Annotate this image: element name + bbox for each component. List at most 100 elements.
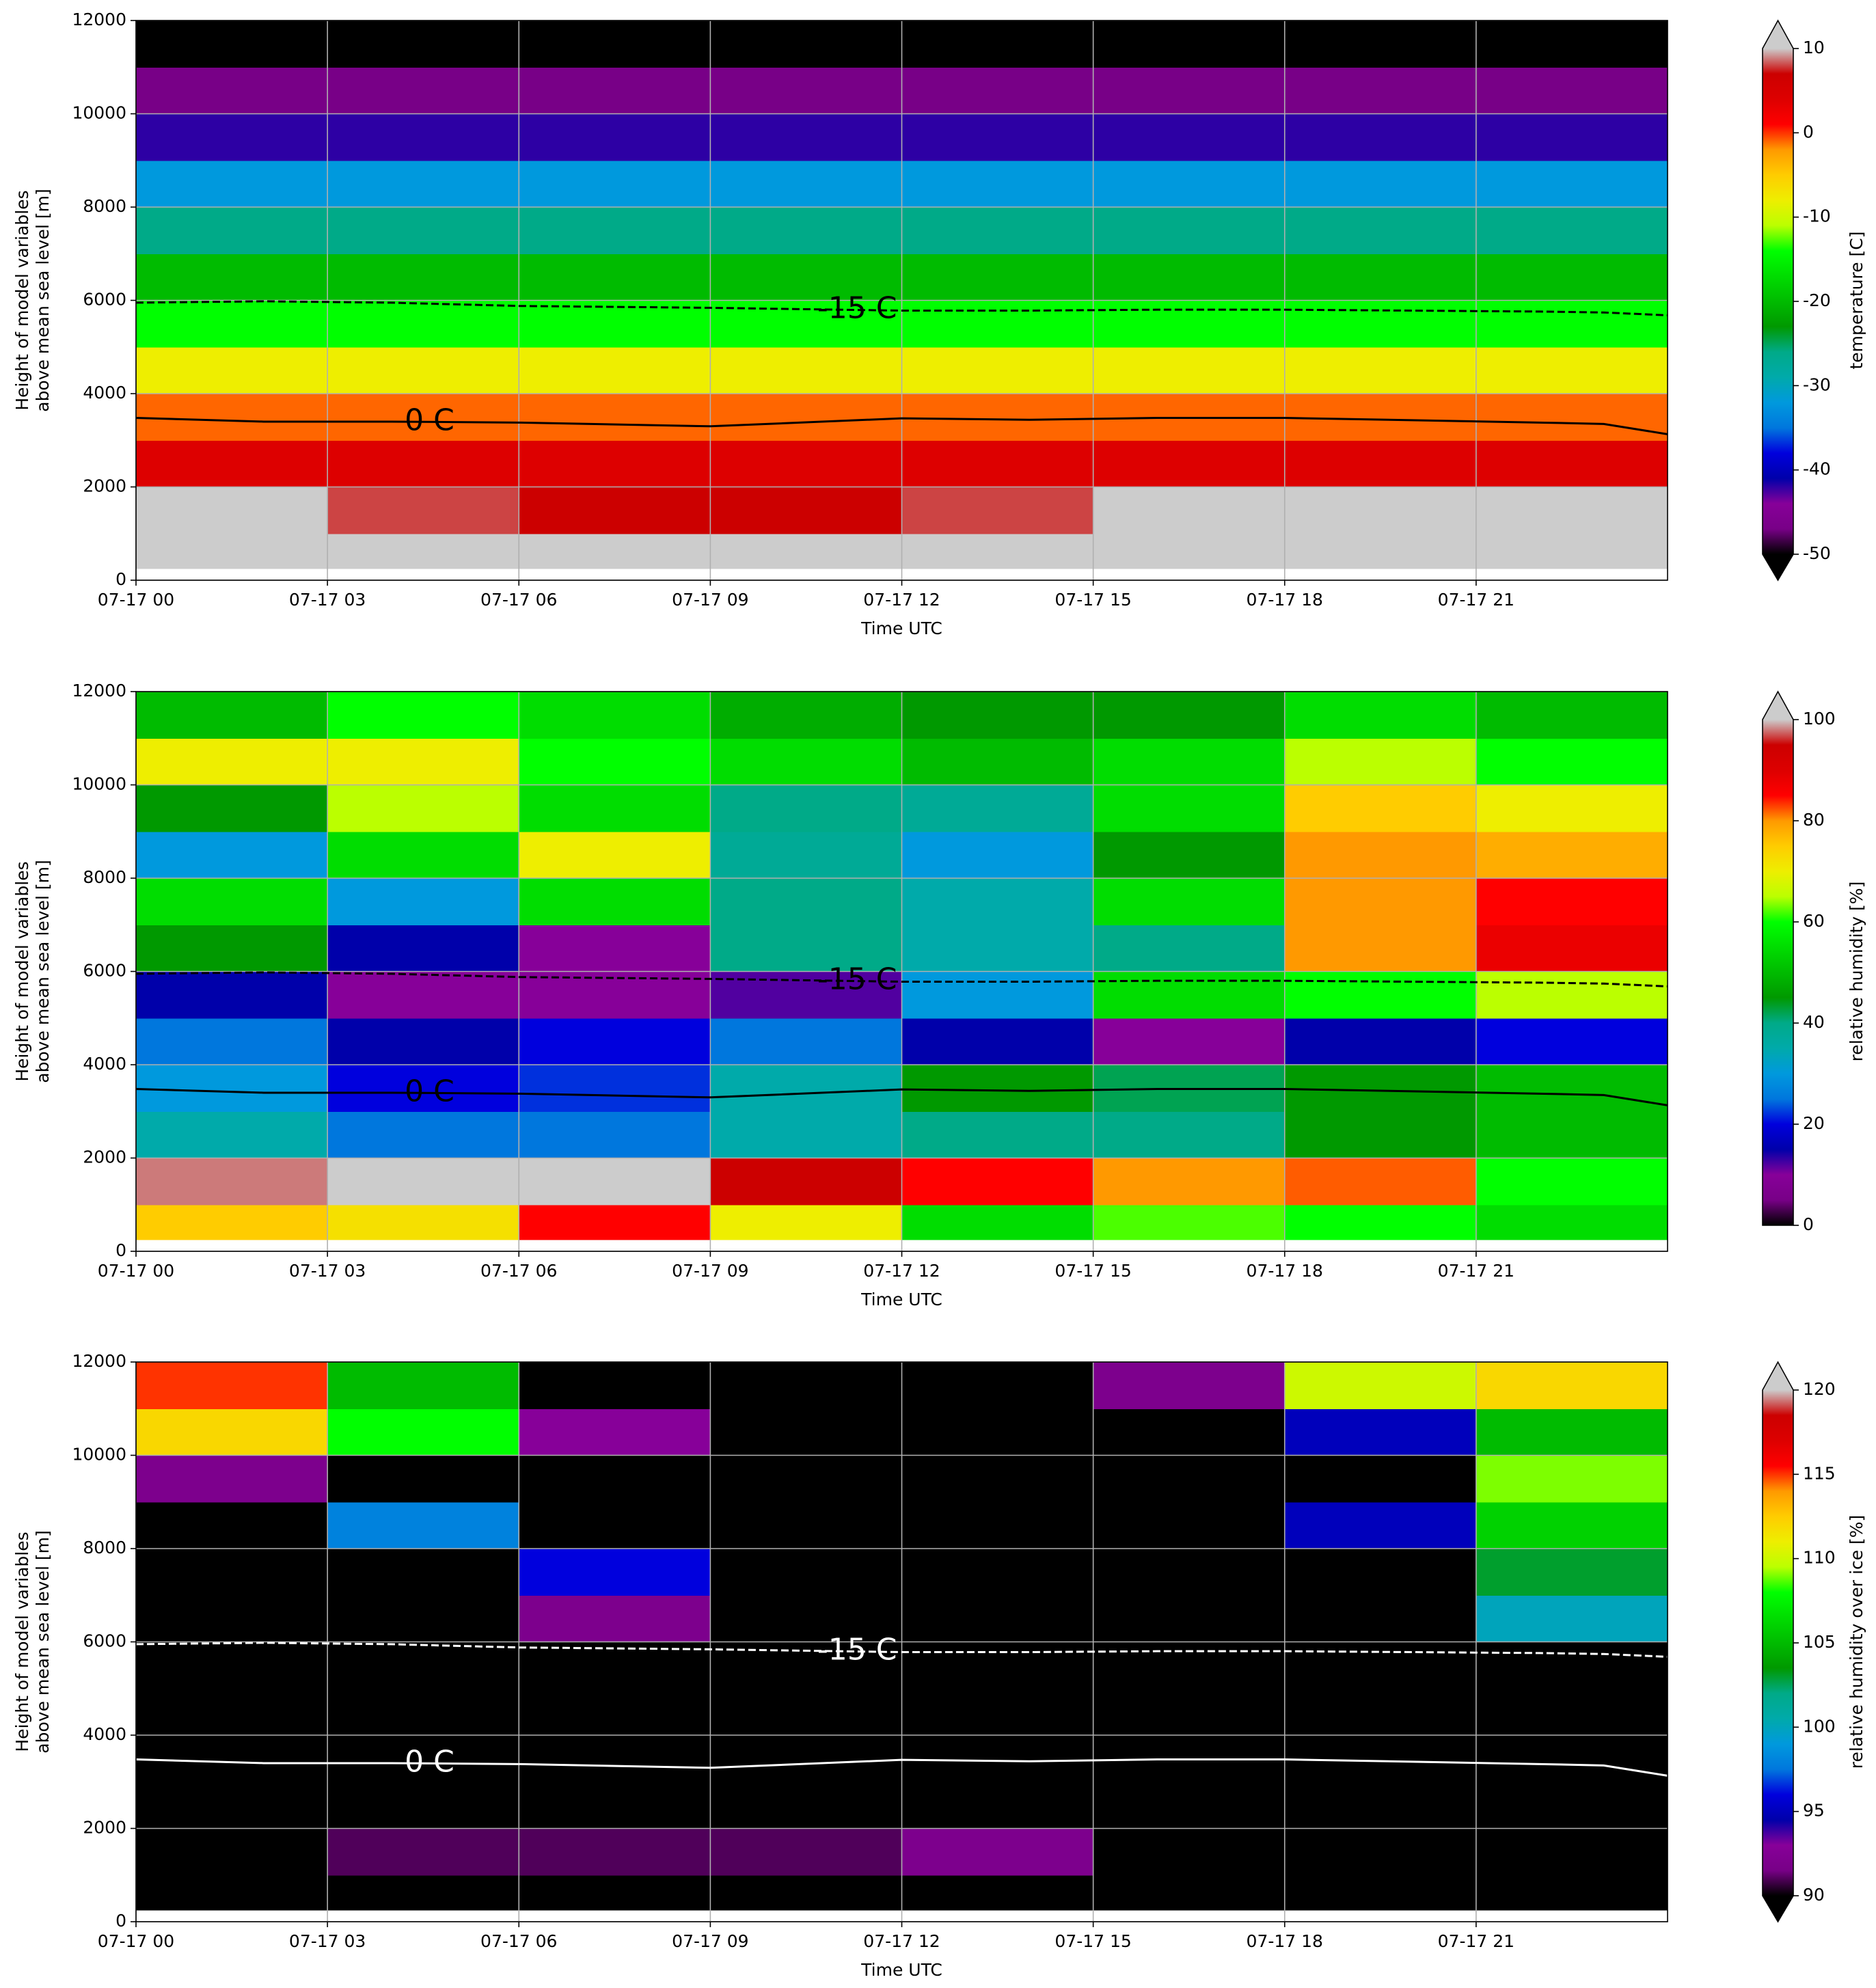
x-tick-label: 07-17 18	[1247, 1261, 1323, 1281]
plot-frame	[135, 1361, 1668, 1922]
heatmap-cell	[1093, 1549, 1286, 1596]
heatmap-cell	[710, 1595, 902, 1642]
contour-label: 0 C	[405, 1744, 454, 1779]
heatmap-cell	[136, 1362, 328, 1409]
y-tick-label: 6000	[83, 1631, 126, 1651]
heatmap-cell	[1284, 207, 1477, 254]
heatmap-cell	[519, 1158, 711, 1206]
heatmap-cell	[710, 1828, 902, 1876]
y-tick-label: 0	[115, 1911, 126, 1931]
heatmap-cell	[327, 533, 519, 569]
heatmap-cell	[136, 21, 328, 68]
heatmap-cell	[136, 487, 328, 534]
x-tick-label: 07-17 21	[1438, 1261, 1514, 1281]
y-tick-label: 10000	[72, 774, 126, 794]
colorbar-extend-max	[1763, 1362, 1793, 1390]
heatmap-cell	[901, 925, 1094, 972]
heatmap-cell	[136, 878, 328, 925]
plot-frame	[135, 691, 1668, 1252]
heatmap-cell	[136, 440, 328, 487]
colorbar-tick-label: -20	[1803, 290, 1831, 310]
heatmap-cell	[901, 1065, 1094, 1112]
heatmap-cell	[519, 533, 711, 569]
heatmap-cell	[901, 1782, 1094, 1829]
heatmap-cell	[519, 160, 711, 208]
colorbar-tick-label: 95	[1803, 1801, 1825, 1821]
heatmap-cell	[1284, 1875, 1477, 1911]
contour-line	[135, 971, 1668, 988]
heatmap-cell	[710, 785, 902, 832]
heatmap-cell	[901, 878, 1094, 925]
heatmap-cell	[327, 1549, 519, 1596]
heatmap-cell	[327, 160, 519, 208]
heatmap-cell	[1476, 300, 1668, 348]
heatmap-cell	[901, 738, 1094, 785]
heatmap-cell	[327, 1501, 519, 1549]
x-tick-label: 07-17 09	[672, 1261, 748, 1281]
colorbar-extend-max	[1763, 21, 1793, 49]
heatmap-cell	[519, 831, 711, 879]
y-tick-label: 6000	[83, 290, 126, 310]
heatmap-cell	[1093, 1875, 1286, 1911]
heatmap-cell	[327, 67, 519, 114]
heatmap-cell	[1476, 1018, 1668, 1065]
heatmap-cell	[710, 878, 902, 925]
heatmap-cell	[519, 1204, 711, 1240]
x-tick-label: 07-17 18	[1247, 1931, 1323, 1951]
y-axis-label: above mean sea level [m]	[33, 860, 53, 1082]
heatmap-cell	[519, 113, 711, 161]
heatmap-cell	[136, 1408, 328, 1456]
heatmap-cell	[1476, 1065, 1668, 1112]
y-tick-label: 12000	[72, 681, 126, 700]
heatmap-cell	[327, 738, 519, 785]
heatmap-cell	[1476, 1408, 1668, 1456]
colorbar-tick-label: 115	[1803, 1463, 1836, 1483]
x-axis-label: Time UTC	[860, 1290, 942, 1309]
heatmap-cell	[136, 1735, 328, 1782]
heatmap-cell	[519, 1018, 711, 1065]
colorbar-tick-label: 0	[1803, 122, 1814, 141]
heatmap-cell	[710, 440, 902, 487]
heatmap-cell	[136, 831, 328, 879]
x-tick-label: 07-17 03	[289, 590, 366, 610]
x-axis-label: Time UTC	[860, 1960, 942, 1980]
heatmap-cell	[327, 692, 519, 739]
heatmap-cell	[1476, 1642, 1668, 1689]
heatmap-cell	[901, 160, 1094, 208]
heatmap-cell	[901, 1408, 1094, 1456]
heatmap-cell	[327, 1408, 519, 1456]
heatmap-cell	[1476, 1782, 1668, 1829]
heatmap-cell	[710, 1549, 902, 1596]
heatmap-cell	[1093, 878, 1286, 925]
heatmap-cell	[519, 971, 711, 1019]
heatmap-cell	[1284, 1735, 1477, 1782]
heatmap-cell	[710, 160, 902, 208]
heatmap-cell	[519, 254, 711, 301]
heatmap-cell	[901, 440, 1094, 487]
heatmap-cell	[136, 971, 328, 1019]
heatmap-cell	[710, 1735, 902, 1782]
colorbar-label: relative humidity [%]	[1847, 882, 1866, 1062]
heatmap-cell	[1284, 160, 1477, 208]
heatmap-cell	[1093, 487, 1286, 534]
heatmap-cell	[136, 1018, 328, 1065]
heatmap-cell	[519, 785, 711, 832]
heatmap-cell	[136, 67, 328, 114]
heatmap-cell	[710, 1408, 902, 1456]
heatmap-cell	[901, 692, 1094, 739]
heatmap-cell	[901, 1455, 1094, 1503]
heatmap-cell	[136, 1065, 328, 1112]
heatmap-cell	[1093, 692, 1286, 739]
y-tick-label: 0	[115, 569, 126, 589]
heatmap-cell	[1093, 1408, 1286, 1456]
contour-label: 0 C	[405, 1074, 454, 1108]
heatmap-cell	[1284, 487, 1477, 534]
colorbar-tick-label: -10	[1803, 206, 1831, 226]
heatmap-cell	[1093, 785, 1286, 832]
colorbar-tick-label: -50	[1803, 543, 1831, 563]
heatmap-cell	[136, 692, 328, 739]
heatmap-cell	[901, 1549, 1094, 1596]
y-axis-label: Height of model variables	[12, 190, 32, 410]
heatmap-cell	[1093, 21, 1286, 68]
y-tick-label: 0	[115, 1240, 126, 1260]
